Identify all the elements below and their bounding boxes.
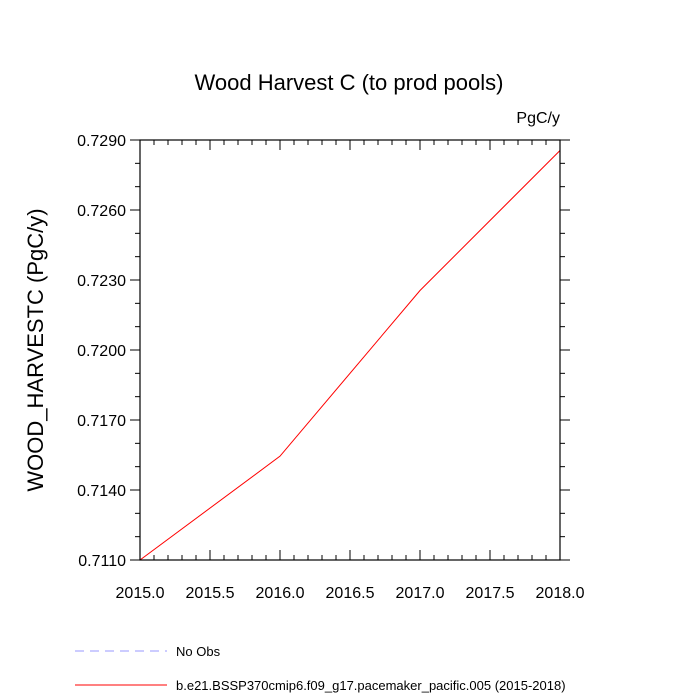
chart-title: Wood Harvest C (to prod pools): [195, 70, 504, 95]
plot-frame: [139, 139, 561, 561]
units-label: PgC/y: [516, 110, 560, 127]
x-tick-label: 2015.5: [186, 585, 235, 602]
y-tick-label: 0.7260: [77, 203, 126, 220]
y-tick-label: 0.7290: [77, 133, 126, 150]
y-tick-label: 0.7230: [77, 273, 126, 290]
x-tick-label: 2017.0: [396, 585, 445, 602]
axis-ticks: 2015.0 2015.5 2016.0 2016.5 2017.0 2017.5 2018…: [77, 133, 585, 602]
x-tick-label: 2016.5: [326, 585, 375, 602]
x-tick-label: 2017.5: [466, 585, 515, 602]
y-tick-label: 0.7170: [77, 413, 126, 430]
chart-marks: [139, 150, 561, 561]
series-line: [139, 150, 561, 561]
legend-label: No Obs: [176, 644, 221, 659]
x-tick-label: 2015.0: [116, 585, 165, 602]
y-tick-label: 0.7200: [77, 343, 126, 360]
x-tick-label: 2016.0: [256, 585, 305, 602]
legend: No Obs b.e21.BSSP370cmip6.f09_g17.pacemak…: [75, 644, 566, 693]
y-tick-label: 0.7140: [77, 483, 126, 500]
y-axis-label: WOOD_HARVESTC (PgC/y): [23, 208, 48, 491]
legend-label: b.e21.BSSP370cmip6.f09_g17.pacemaker_pac…: [176, 678, 566, 693]
y-tick-label: 0.7110: [78, 553, 126, 570]
x-tick-label: 2018.0: [536, 585, 585, 602]
